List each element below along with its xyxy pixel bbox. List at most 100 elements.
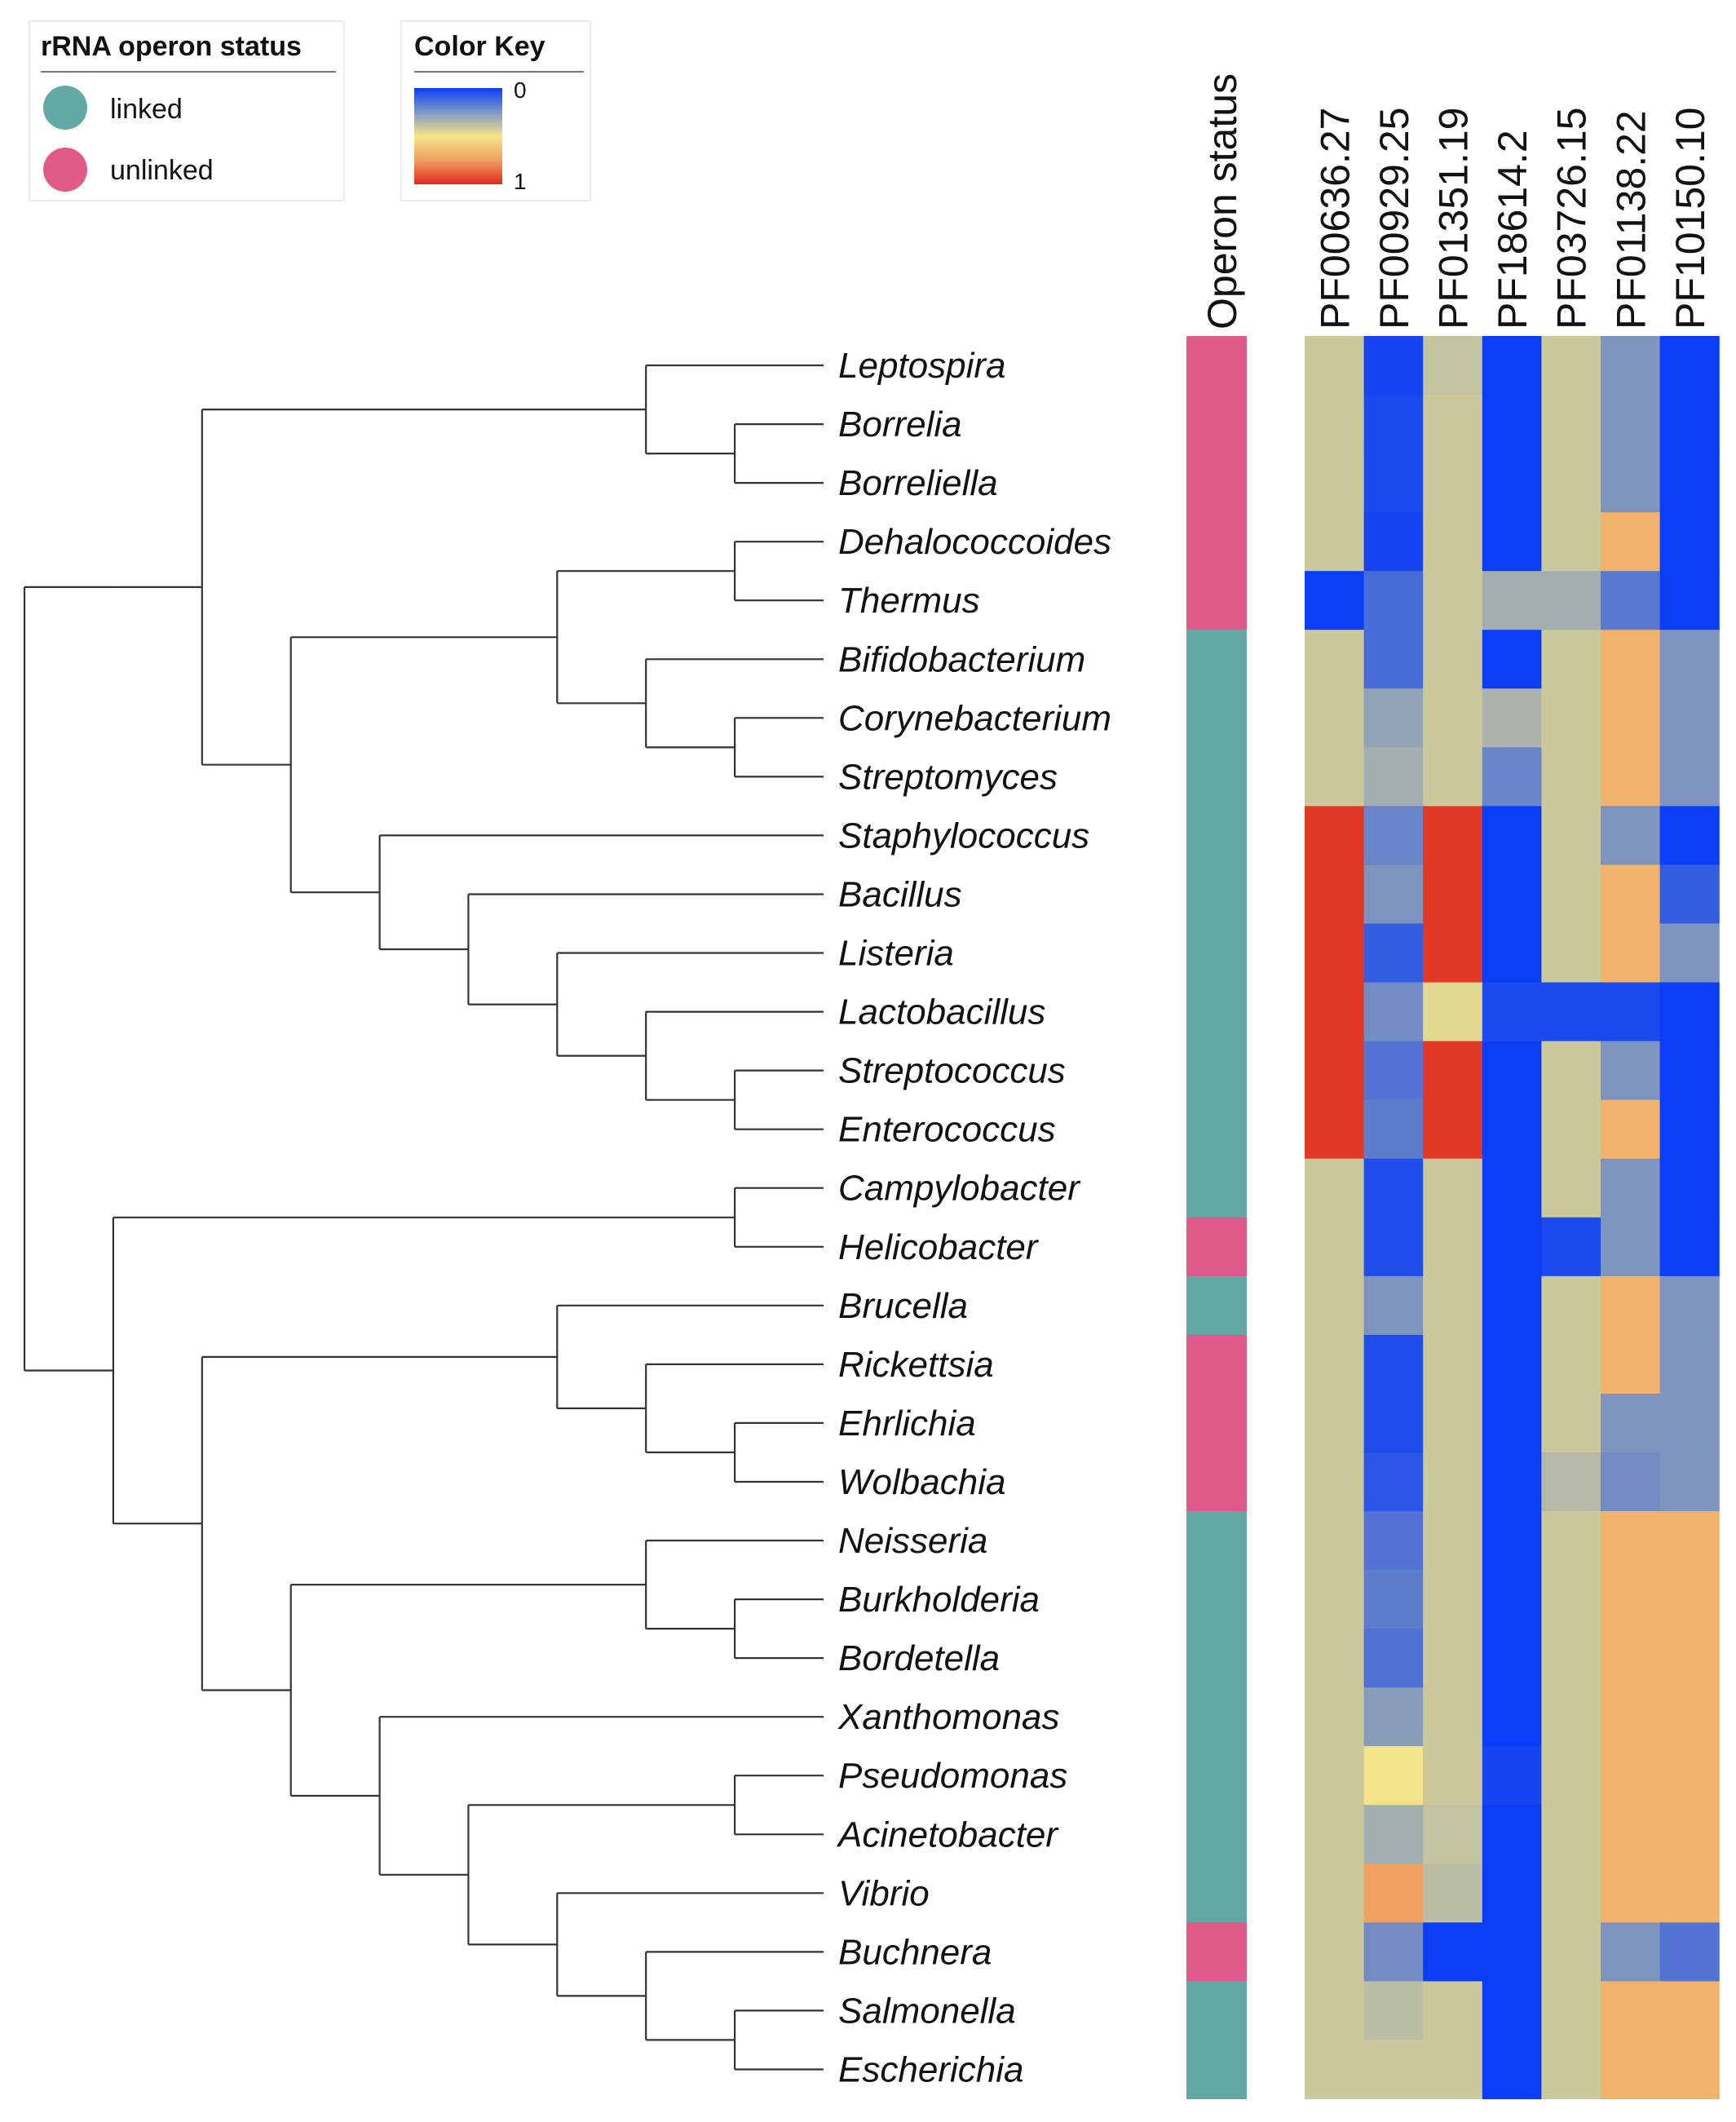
heatmap-cell — [1423, 1041, 1483, 1101]
operon-status-cell — [1186, 2040, 1247, 2100]
heatmap-cell — [1423, 806, 1483, 866]
row-label: Bifidobacterium — [838, 639, 1085, 679]
heatmap-cell — [1363, 1158, 1424, 1218]
heatmap-cell — [1541, 336, 1601, 396]
heatmap-cell — [1659, 1922, 1720, 1982]
operon-status-cell — [1186, 806, 1247, 866]
heatmap-cell — [1659, 1041, 1720, 1101]
operon-status-cell — [1186, 1041, 1247, 1101]
heatmap-cell — [1601, 453, 1661, 513]
heatmap-cell — [1601, 1922, 1661, 1982]
heatmap-cell — [1659, 923, 1720, 984]
heatmap-cell — [1363, 1099, 1424, 1160]
heatmap-cell — [1482, 923, 1542, 984]
heatmap-cell — [1305, 1452, 1365, 1512]
heatmap-cell — [1363, 336, 1424, 396]
heatmap-cell — [1482, 2040, 1542, 2100]
row-label: Vibrio — [838, 1873, 930, 1913]
heatmap-cell — [1363, 630, 1424, 689]
row-label: Lactobacillus — [838, 992, 1045, 1032]
row-label: Enterococcus — [838, 1110, 1056, 1150]
operon-status-cell — [1186, 630, 1247, 689]
heatmap-cell — [1363, 571, 1424, 630]
heatmap-cell — [1659, 688, 1720, 748]
heatmap-cell — [1305, 1275, 1365, 1336]
operon-legend: rRNA operon status linked unlinked — [29, 20, 345, 201]
heatmap-cell — [1541, 1922, 1601, 1982]
heatmap-cell — [1659, 1511, 1720, 1571]
row-label: Buchnera — [838, 1932, 992, 1972]
heatmap-cell — [1482, 1805, 1542, 1864]
heatmap-cell — [1482, 747, 1542, 807]
heatmap-cell — [1482, 1922, 1542, 1982]
heatmap-cell — [1363, 1041, 1424, 1101]
operon-status-cell — [1186, 1746, 1247, 1806]
heatmap-cell — [1601, 1452, 1661, 1512]
heatmap-cell — [1482, 395, 1542, 454]
row-label: Listeria — [838, 934, 954, 974]
heatmap-cell — [1659, 2040, 1720, 2100]
heatmap-cell — [1659, 864, 1720, 925]
row-label: Borreliella — [838, 463, 998, 503]
heatmap-cell — [1305, 1922, 1365, 1982]
heatmap-cell — [1659, 630, 1720, 689]
unlinked-label: unlinked — [110, 155, 214, 186]
heatmap-cell — [1601, 1746, 1661, 1806]
unlinked-swatch — [43, 148, 87, 192]
color-key: Color Key 0 1 — [400, 20, 591, 201]
heatmap-cell — [1305, 336, 1365, 396]
color-key-min-label: 0 — [514, 77, 527, 103]
column-headers: Operon status PF00636.27 PF00929.25 PF0135… — [1199, 73, 1713, 329]
heatmap-cell — [1423, 747, 1483, 807]
operon-status-cell — [1186, 1687, 1247, 1747]
heatmap-cell — [1423, 1158, 1483, 1218]
heatmap-cell — [1601, 1511, 1661, 1571]
heatmap-cell — [1482, 806, 1542, 866]
heatmap-cell — [1482, 630, 1542, 689]
operon-status-cell — [1186, 982, 1247, 1042]
heatmap-cell — [1423, 1863, 1483, 1923]
operon-status-cell — [1186, 1393, 1247, 1453]
heatmap-cell — [1601, 2040, 1661, 2100]
row-label: Helicobacter — [838, 1227, 1040, 1267]
row-label: Dehalococcoides — [838, 522, 1111, 562]
heatmap-cell — [1423, 1099, 1483, 1160]
row-label: Campylobacter — [838, 1169, 1081, 1209]
heatmap-cell — [1541, 864, 1601, 925]
heatmap-cell — [1363, 395, 1424, 454]
heatmap-cell — [1659, 747, 1720, 807]
heatmap-cell — [1363, 1570, 1424, 1629]
heatmap-cell — [1363, 1863, 1424, 1923]
heatmap-cell — [1541, 630, 1601, 689]
heatmap-cell — [1659, 1981, 1720, 2041]
heatmap-cell — [1363, 1393, 1424, 1453]
heatmap-cell — [1423, 1452, 1483, 1512]
heatmap-cell — [1423, 1275, 1483, 1336]
row-label: Staphylococcus — [838, 816, 1089, 855]
heatmap-cell — [1423, 336, 1483, 396]
operon-status-cell — [1186, 1863, 1247, 1923]
heatmap-cell — [1305, 512, 1365, 572]
heatmap-cell — [1541, 1452, 1601, 1512]
heatmap-cell — [1305, 1393, 1365, 1453]
heatmap-cell — [1305, 688, 1365, 748]
heatmap-cell — [1541, 1629, 1601, 1688]
operon-status-cell — [1186, 747, 1247, 807]
heatmap-cell — [1423, 512, 1483, 572]
heatmap-cell — [1363, 1687, 1424, 1747]
heatmap-cell — [1482, 864, 1542, 925]
heatmap-cell — [1601, 1570, 1661, 1629]
operon-status-cell — [1186, 1805, 1247, 1864]
heatmap-cell — [1541, 923, 1601, 984]
heatmap-cell — [1482, 1099, 1542, 1160]
heatmap-cell — [1601, 1217, 1661, 1277]
heatmap-cell — [1363, 1746, 1424, 1806]
heatmap-cell — [1659, 336, 1720, 396]
heatmap-cell — [1363, 1334, 1424, 1395]
heatmap-cell — [1363, 923, 1424, 984]
heatmap-cell — [1601, 395, 1661, 454]
heatmap-cell — [1601, 688, 1661, 748]
operon-status-cell — [1186, 395, 1247, 454]
row-label: Xanthomonas — [837, 1697, 1060, 1737]
heatmap-cell — [1601, 1041, 1661, 1101]
